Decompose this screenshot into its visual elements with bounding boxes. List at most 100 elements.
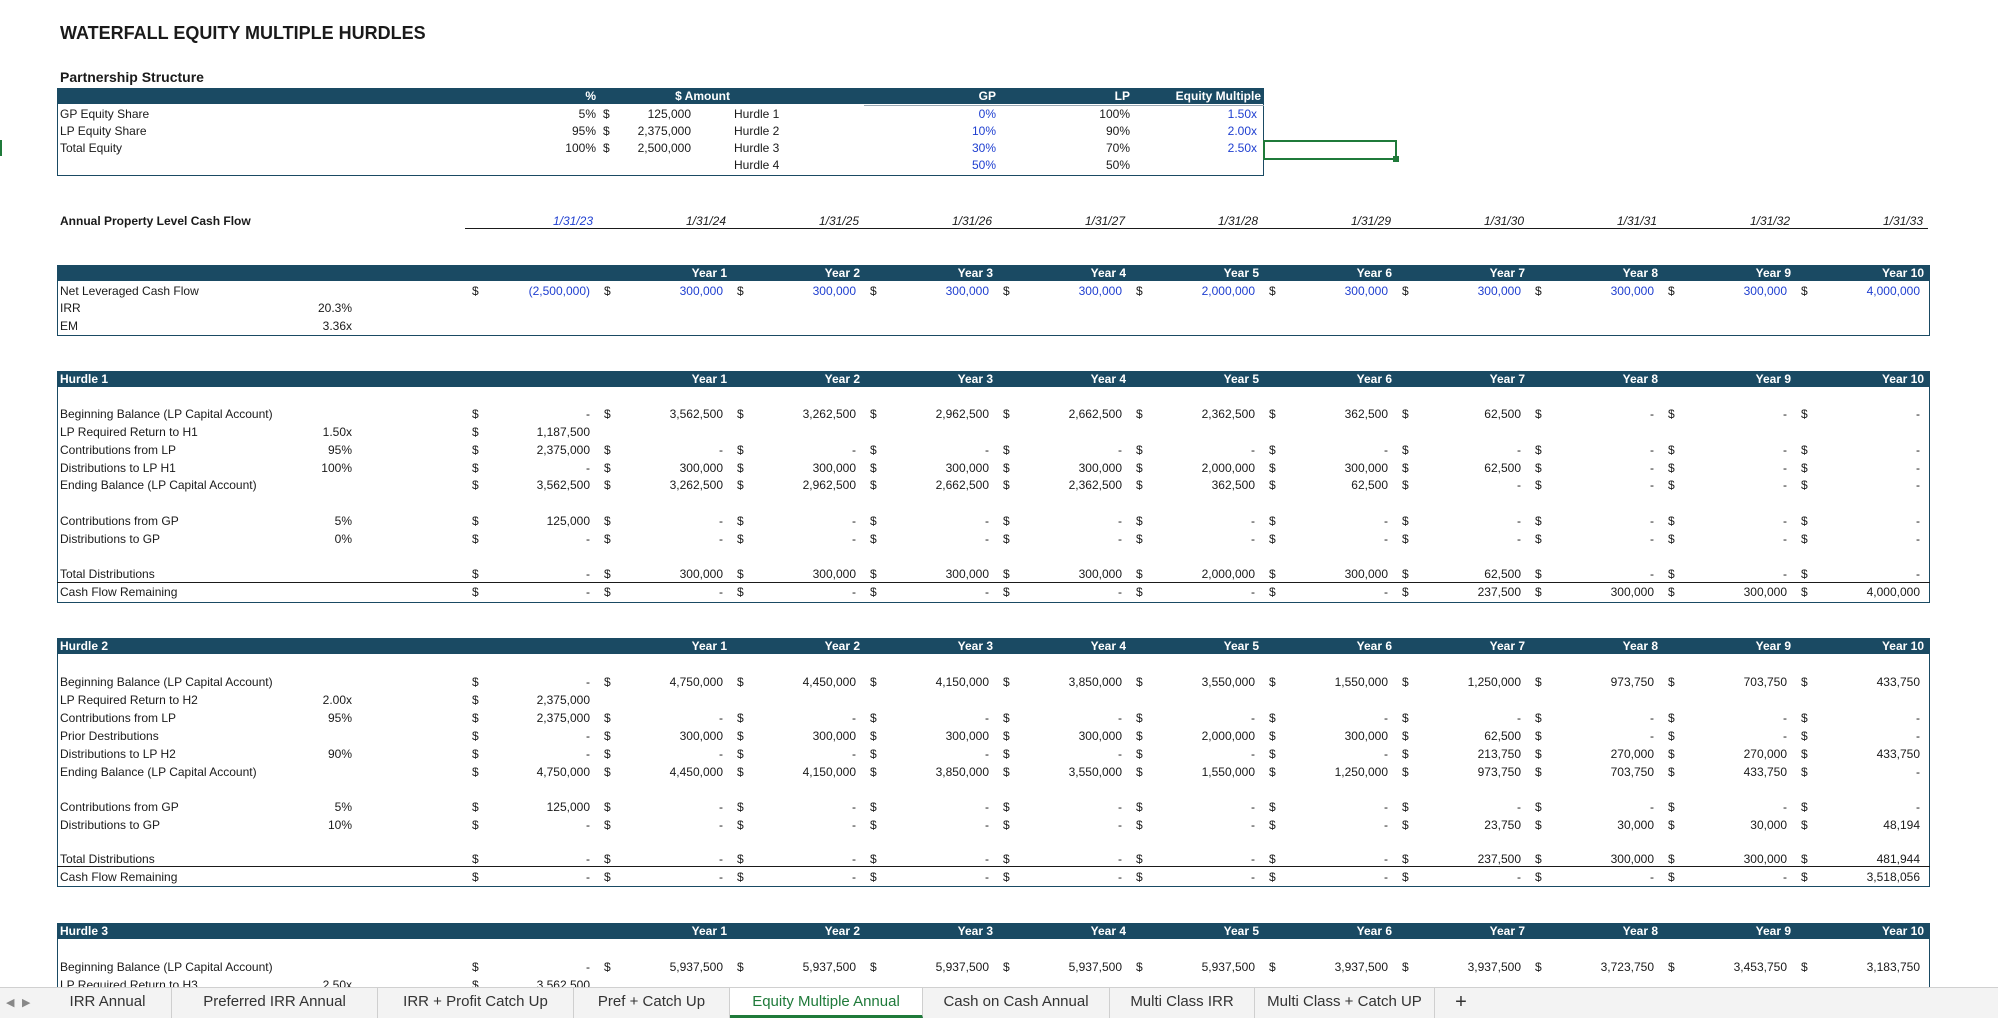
value-cell[interactable]: - (719, 818, 723, 832)
value-cell[interactable]: 300,000 (679, 284, 723, 298)
value-cell[interactable]: - (1650, 711, 1654, 725)
value-cell[interactable]: - (985, 532, 989, 546)
value-cell[interactable]: 300,000 (945, 729, 989, 743)
value-cell[interactable]: - (852, 800, 856, 814)
value-cell[interactable]: - (719, 852, 723, 866)
value-cell[interactable]: - (1251, 818, 1255, 832)
add-sheet-button[interactable]: + (1455, 991, 1467, 1013)
value-cell[interactable]: 1,250,000 (1467, 675, 1521, 689)
value-cell[interactable]: 3,183,750 (1866, 960, 1920, 974)
value-cell[interactable]: - (586, 461, 590, 475)
value-cell[interactable]: - (1916, 461, 1920, 475)
sheet-tab[interactable]: Preferred IRR Annual (172, 988, 378, 1018)
value-cell[interactable]: - (1650, 800, 1654, 814)
value-cell[interactable]: - (852, 711, 856, 725)
value-cell[interactable]: - (1517, 870, 1521, 884)
fill-handle[interactable] (1393, 156, 1399, 162)
value-cell[interactable]: - (1251, 443, 1255, 457)
value-cell[interactable]: - (586, 747, 590, 761)
value-cell[interactable]: - (586, 567, 590, 581)
value-cell[interactable]: - (1384, 800, 1388, 814)
value-cell[interactable]: - (1251, 711, 1255, 725)
value-cell[interactable]: 300,000 (1610, 284, 1654, 298)
value-cell[interactable]: 5,937,500 (1068, 960, 1122, 974)
chevron-right-icon[interactable]: ▶ (22, 997, 31, 1009)
value-cell[interactable]: - (1384, 711, 1388, 725)
value-cell[interactable]: - (586, 729, 590, 743)
value-cell[interactable]: - (985, 747, 989, 761)
value-cell[interactable]: - (985, 443, 989, 457)
value-cell[interactable]: - (1384, 443, 1388, 457)
value-cell[interactable]: 23,750 (1484, 818, 1521, 832)
value-cell[interactable]: 433,750 (1743, 765, 1787, 779)
value-cell[interactable]: - (1118, 711, 1122, 725)
value-cell[interactable]: 3,850,000 (935, 765, 989, 779)
value-cell[interactable]: 30,000 (1617, 818, 1654, 832)
value-cell[interactable]: - (852, 585, 856, 599)
value-cell[interactable]: 270,000 (1743, 747, 1787, 761)
value-cell[interactable]: 2,662,500 (1068, 407, 1122, 421)
hurdle-gp-split[interactable]: 30% (971, 141, 996, 155)
value-cell[interactable]: 300,000 (1477, 284, 1521, 298)
value-cell[interactable]: 5,937,500 (669, 960, 723, 974)
value-cell[interactable]: - (1783, 443, 1787, 457)
value-cell[interactable]: 4,000,000 (1866, 284, 1920, 298)
value-cell[interactable]: 362,500 (1344, 407, 1388, 421)
value-cell[interactable]: 300,000 (1078, 284, 1122, 298)
hurdle-equity-multiple[interactable]: 2.50x (1227, 141, 1257, 155)
value-cell[interactable]: - (1517, 711, 1521, 725)
value-cell[interactable]: - (719, 514, 723, 528)
value-cell[interactable]: 3,453,750 (1733, 960, 1787, 974)
value-cell[interactable]: - (586, 818, 590, 832)
value-cell[interactable]: 125,000 (546, 800, 590, 814)
value-cell[interactable]: 1,550,000 (1334, 675, 1388, 689)
value-cell[interactable]: - (852, 747, 856, 761)
value-cell[interactable]: - (1251, 870, 1255, 884)
hurdle-gp-split[interactable]: 0% (978, 107, 996, 121)
value-cell[interactable]: - (1916, 532, 1920, 546)
value-cell[interactable]: - (1517, 800, 1521, 814)
value-cell[interactable]: 973,750 (1610, 675, 1654, 689)
value-cell[interactable]: 300,000 (945, 461, 989, 475)
value-cell[interactable]: 1,550,000 (1201, 765, 1255, 779)
value-cell[interactable]: - (1783, 407, 1787, 421)
value-cell[interactable]: 3,562,500 (669, 407, 723, 421)
value-cell[interactable]: - (1251, 585, 1255, 599)
value-cell[interactable]: - (1384, 852, 1388, 866)
value-cell[interactable]: 2,375,000 (536, 711, 590, 725)
value-cell[interactable]: 5,937,500 (802, 960, 856, 974)
value-cell[interactable]: - (852, 870, 856, 884)
value-cell[interactable]: 213,750 (1477, 747, 1521, 761)
value-cell[interactable]: 2,000,000 (1201, 284, 1255, 298)
value-cell[interactable]: - (1517, 514, 1521, 528)
value-cell[interactable]: - (1118, 870, 1122, 884)
value-cell[interactable]: - (1384, 532, 1388, 546)
value-cell[interactable]: - (719, 800, 723, 814)
value-cell[interactable]: - (1384, 514, 1388, 528)
value-cell[interactable]: - (1916, 800, 1920, 814)
value-cell[interactable]: 3,562,500 (536, 478, 590, 492)
value-cell[interactable]: 362,500 (1211, 478, 1255, 492)
value-cell[interactable]: 300,000 (945, 567, 989, 581)
value-cell[interactable]: - (1251, 852, 1255, 866)
value-cell[interactable]: 62,500 (1351, 478, 1388, 492)
value-cell[interactable]: 237,500 (1477, 852, 1521, 866)
value-cell[interactable]: - (1916, 729, 1920, 743)
value-cell[interactable]: 2,000,000 (1201, 461, 1255, 475)
value-cell[interactable]: 300,000 (1743, 852, 1787, 866)
value-cell[interactable]: - (1650, 729, 1654, 743)
value-cell[interactable]: - (1251, 532, 1255, 546)
value-cell[interactable]: - (1517, 443, 1521, 457)
value-cell[interactable]: - (1650, 478, 1654, 492)
value-cell[interactable]: 4,750,000 (669, 675, 723, 689)
value-cell[interactable]: - (586, 675, 590, 689)
value-cell[interactable]: - (852, 443, 856, 457)
hurdle-equity-multiple[interactable]: 2.00x (1227, 124, 1257, 138)
value-cell[interactable]: 703,750 (1610, 765, 1654, 779)
value-cell[interactable]: - (1118, 532, 1122, 546)
value-cell[interactable]: 973,750 (1477, 765, 1521, 779)
value-cell[interactable]: - (1916, 567, 1920, 581)
value-cell[interactable]: - (1517, 532, 1521, 546)
value-cell[interactable]: 4,450,000 (802, 675, 856, 689)
value-cell[interactable]: - (719, 532, 723, 546)
